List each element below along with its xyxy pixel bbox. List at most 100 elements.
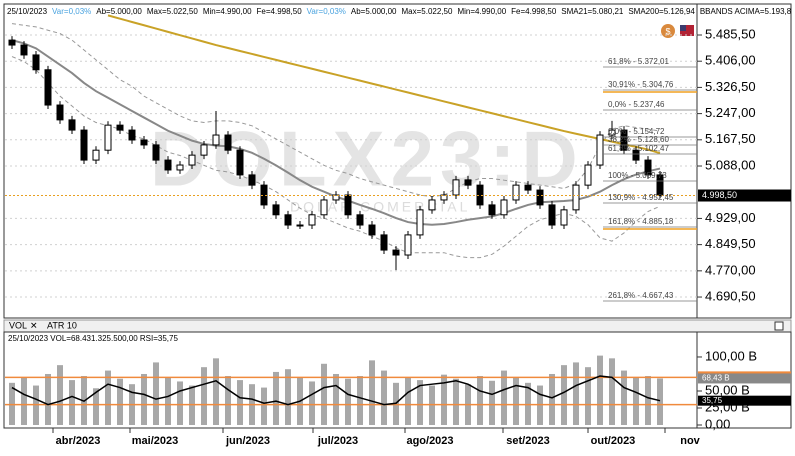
volume-bar	[501, 370, 507, 425]
rsi-last-label: 35,75	[702, 396, 723, 405]
bollinger-upper	[11, 23, 661, 198]
candle-body	[32, 54, 40, 71]
x-tick-label: ago/2023	[406, 435, 453, 447]
flag-icon[interactable]	[680, 25, 694, 36]
header-item: BBANDS ACIMA=5.193,8	[700, 7, 792, 16]
tab-close[interactable]: ✕	[30, 320, 38, 330]
volume-bar	[513, 377, 519, 425]
volume-bar	[117, 378, 123, 425]
fib-label: 0,0% - 5.237,46	[608, 100, 665, 109]
volume-bar	[333, 373, 339, 425]
y-tick-label: 4.849,50	[705, 236, 756, 251]
y-tick-label: 5.485,50	[705, 26, 756, 41]
fib-label: 261,8% - 4.667,43	[608, 291, 674, 300]
volume-bar	[405, 377, 411, 425]
last-price-label: 4.998,50	[702, 190, 737, 200]
y-tick-label: 50,00 B	[705, 382, 750, 397]
candle-body	[68, 119, 76, 131]
price-panel	[3, 3, 792, 319]
candle-body	[200, 144, 208, 156]
candle-body	[644, 159, 652, 176]
flag-canton	[680, 25, 686, 31]
y-tick-label: 0,00	[705, 416, 730, 431]
candle-body	[332, 194, 340, 201]
candle-body	[80, 129, 88, 161]
candle-body	[596, 134, 604, 166]
indicator-status: 25/10/2023 VOL=68.431.325.500,00 RSI=35,…	[8, 334, 178, 343]
x-tick-label: out/2023	[591, 435, 636, 447]
volume-bar	[621, 370, 627, 425]
rsi-last-box	[698, 395, 791, 406]
y-tick-label: 5.406,00	[705, 53, 756, 68]
header-item: SMA21=5.080,21	[561, 7, 624, 16]
tab[interactable]: ATR 10	[47, 320, 77, 330]
volume-last-box	[698, 373, 791, 384]
candle-body	[584, 164, 592, 186]
volume-bar	[57, 365, 63, 425]
candle-body	[92, 149, 100, 161]
candle-body	[608, 129, 616, 136]
maximize-button[interactable]	[774, 321, 784, 331]
fib-label: 130,9% - 4.952,45	[608, 193, 674, 202]
fib-label: 0,0% - 5.154,72	[608, 127, 665, 136]
header-item: Var=0,03%	[52, 7, 91, 16]
candle-body	[116, 124, 124, 131]
volume-bar	[177, 381, 183, 425]
candle-body	[572, 184, 580, 211]
header-item: 25/10/2023	[7, 7, 48, 16]
tab[interactable]: VOL	[9, 320, 27, 330]
volume-bar	[585, 367, 591, 425]
candle-body	[308, 214, 316, 226]
header-item: Fe=4.998,50	[511, 7, 557, 16]
candle-body	[320, 199, 328, 216]
volume-bar	[285, 369, 291, 425]
candle-body	[224, 134, 232, 151]
sma200-line	[107, 14, 661, 155]
candle-body	[44, 69, 52, 106]
candle-body	[140, 139, 148, 146]
volume-bar	[45, 373, 51, 425]
volume-bar	[573, 362, 579, 425]
header-item: Ab=5.000,00	[96, 7, 142, 16]
candle-body	[380, 234, 388, 251]
candle-body	[620, 129, 628, 151]
candle-body	[656, 174, 664, 197]
candle-body	[104, 124, 112, 151]
candle-body	[356, 214, 364, 226]
candle-body	[188, 154, 196, 166]
candle-body	[500, 199, 508, 216]
y-tick-label: 4.690,50	[705, 288, 756, 303]
header-item: Max=5.022,50	[402, 7, 453, 16]
volume-bar	[105, 370, 111, 425]
volume-bar	[261, 387, 267, 425]
header-item: SMA200=5.126,94	[628, 7, 695, 16]
candle-body	[548, 204, 556, 226]
candle-body	[428, 199, 436, 211]
volume-bar	[321, 363, 327, 425]
volume-bar	[645, 376, 651, 425]
candle-body	[176, 164, 184, 171]
last-price-box	[698, 189, 791, 202]
volume-bar	[237, 380, 243, 425]
candle-body	[20, 44, 28, 56]
fib-label: 100% - 5.059,73	[608, 171, 667, 180]
volume-bar	[417, 380, 423, 425]
y-tick-label: 4.929,00	[705, 210, 756, 225]
y-tick-label: 5.326,50	[705, 79, 756, 94]
volume-bar	[273, 371, 279, 425]
volume-bar	[381, 370, 387, 425]
x-tick-label: set/2023	[506, 435, 549, 447]
volume-bar	[489, 380, 495, 425]
candle-body	[8, 39, 16, 46]
candle-body	[152, 144, 160, 161]
currency-icon-glyph: $	[665, 26, 670, 36]
fib-label: 61,8% - 5.372,01	[608, 57, 669, 66]
volume-bar	[477, 376, 483, 425]
volume-bar	[657, 378, 663, 425]
volume-bar	[453, 378, 459, 425]
candle-body	[536, 189, 544, 206]
volume-bar	[633, 377, 639, 425]
volume-bar	[141, 373, 147, 425]
x-tick-label: jun/2023	[225, 435, 270, 447]
header-item: Fe=4.998,50	[257, 7, 303, 16]
